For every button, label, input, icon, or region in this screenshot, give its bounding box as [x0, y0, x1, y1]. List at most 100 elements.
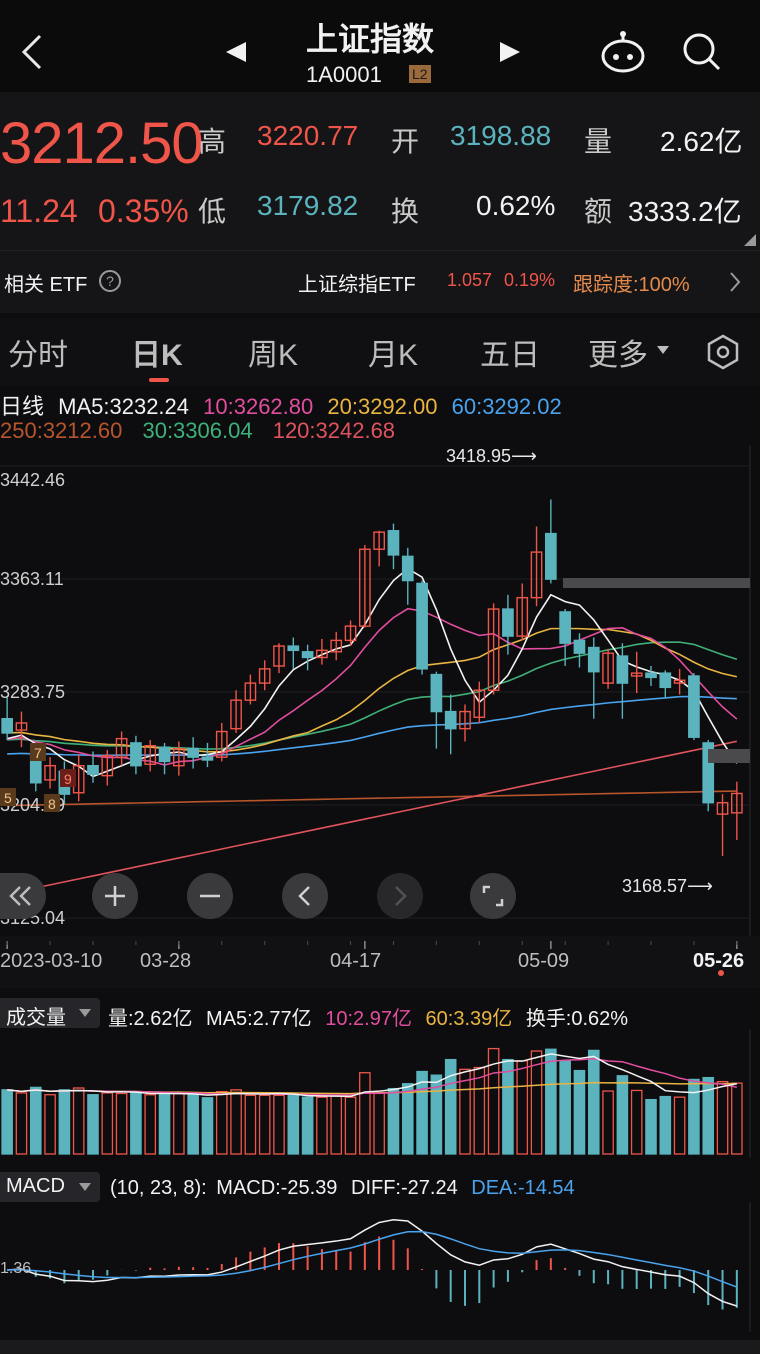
low-value: 3179.82 [257, 190, 359, 221]
candle-body [115, 737, 128, 758]
diff-line [7, 1219, 738, 1307]
tab-intraday[interactable]: 分时 [8, 339, 68, 372]
candle-body [602, 652, 614, 684]
volume-bar [602, 1090, 614, 1155]
expand-corner-icon[interactable] [744, 234, 756, 246]
macd-value: MACD:-25.39 [216, 1177, 338, 1199]
ma250-line [7, 790, 737, 807]
svg-text:?: ? [106, 273, 114, 289]
volume-bar [72, 1087, 85, 1155]
marker-5: 5 [4, 790, 12, 806]
ma120-value: 120:3242.68 [272, 418, 396, 443]
volume-bar [273, 1094, 285, 1155]
tab-more[interactable]: 更多 [588, 339, 648, 372]
candle-body [158, 746, 171, 763]
etf-tracking: 跟踪度:100% [573, 274, 690, 296]
next-stock-icon[interactable] [498, 40, 522, 64]
volume-bar [130, 1091, 142, 1155]
ma10-line [7, 607, 738, 766]
candle-body [201, 756, 214, 761]
volume-bar [401, 1083, 414, 1155]
volume-bar [645, 1098, 657, 1155]
settings-hexagon-icon[interactable] [705, 334, 741, 370]
scroll-right-button[interactable] [377, 873, 423, 919]
minus-icon [200, 894, 220, 898]
volume-bar [15, 1092, 28, 1155]
tab-five-day[interactable]: 五日 [480, 339, 540, 372]
candle-body [401, 555, 414, 582]
chevron-left-icon [298, 886, 310, 906]
volume-bar [616, 1075, 629, 1155]
candle-body [344, 625, 357, 642]
candle-body [316, 649, 328, 659]
help-icon[interactable]: ? [98, 269, 122, 293]
scroll-start-button[interactable] [0, 873, 46, 919]
volume-bar [101, 1092, 114, 1155]
candle-body [273, 645, 285, 667]
macd-indicator-select[interactable]: MACD [0, 1172, 100, 1202]
tab-weekly-k[interactable]: 周K [248, 339, 299, 372]
volume-bar [344, 1096, 357, 1155]
volume-bar [444, 1058, 457, 1155]
scroll-left-button[interactable] [282, 873, 328, 919]
macd-legend: (10, 23, 8): MACD:-25.39 DIFF:-27.24 DEA… [110, 1177, 575, 1200]
volume-bar [731, 1082, 743, 1155]
chevron-right-icon[interactable] [728, 271, 742, 293]
volume-bar [44, 1094, 56, 1155]
macd-chart[interactable] [0, 1202, 760, 1332]
marker-7: 7 [34, 745, 42, 761]
date-label-2: 03-28 [140, 950, 192, 972]
candle-body [688, 675, 700, 738]
prev-stock-icon[interactable] [224, 40, 248, 64]
tab-daily-k[interactable]: 日K [131, 339, 183, 372]
candle-body [44, 764, 56, 781]
ma5-line [6, 567, 738, 778]
period-tabs [0, 318, 760, 386]
volume-bar [287, 1094, 300, 1155]
robot-assistant-icon[interactable] [598, 30, 648, 74]
candle-body [101, 755, 114, 777]
fullscreen-button[interactable] [470, 873, 516, 919]
ma-legend-row2: 250:3212.60 30:3306.04 120:3242.68 [0, 418, 395, 444]
volume-indicator-select[interactable]: 成交量 [0, 998, 100, 1029]
tab-monthly-k[interactable]: 月K [368, 339, 419, 372]
price-change: 11.24 [0, 193, 78, 229]
ma120-line [6, 740, 738, 895]
dropdown-arrow-icon [79, 1009, 91, 1017]
price-tick-label: 3363.11 [0, 569, 64, 589]
back-icon[interactable] [18, 32, 44, 72]
candle-body [416, 582, 428, 670]
day-markers: 5 7 9 8 [0, 743, 76, 812]
dropdown-arrow-icon [657, 346, 669, 354]
candle-body [1, 717, 14, 734]
related-etf-bar[interactable] [0, 250, 760, 313]
marker-8: 8 [48, 796, 56, 812]
volume-bar [373, 1092, 385, 1155]
candle-body [87, 764, 99, 775]
zoom-out-button[interactable] [187, 873, 233, 919]
open-label: 开 [391, 126, 420, 157]
macd-params: (10, 23, 8): [110, 1177, 207, 1199]
current-price: 3212.50 [0, 111, 204, 176]
candle-body [459, 710, 471, 730]
volume-chart[interactable] [0, 1030, 760, 1158]
price-tick-label: 3283.75 [0, 682, 65, 702]
candle-body [587, 646, 600, 673]
volume-bar [487, 1047, 500, 1155]
volume-ma5: MA5:2.77亿 [206, 1008, 312, 1030]
dropdown-arrow-icon [79, 1183, 91, 1191]
candle-body [287, 645, 300, 652]
candle-body [530, 551, 543, 599]
search-icon[interactable] [682, 32, 722, 72]
volume-bar [201, 1097, 214, 1155]
macd-title: MACD [6, 1175, 65, 1197]
quote-panel [0, 92, 760, 250]
candle-body [172, 747, 185, 767]
volume-bar [502, 1058, 514, 1155]
date-label-3: 04-17 [330, 950, 382, 972]
date-label-1: 2023-03-10 [0, 950, 103, 972]
volume-label: 量 [584, 126, 613, 157]
volume-bar [29, 1086, 42, 1155]
zoom-in-button[interactable] [92, 873, 138, 919]
